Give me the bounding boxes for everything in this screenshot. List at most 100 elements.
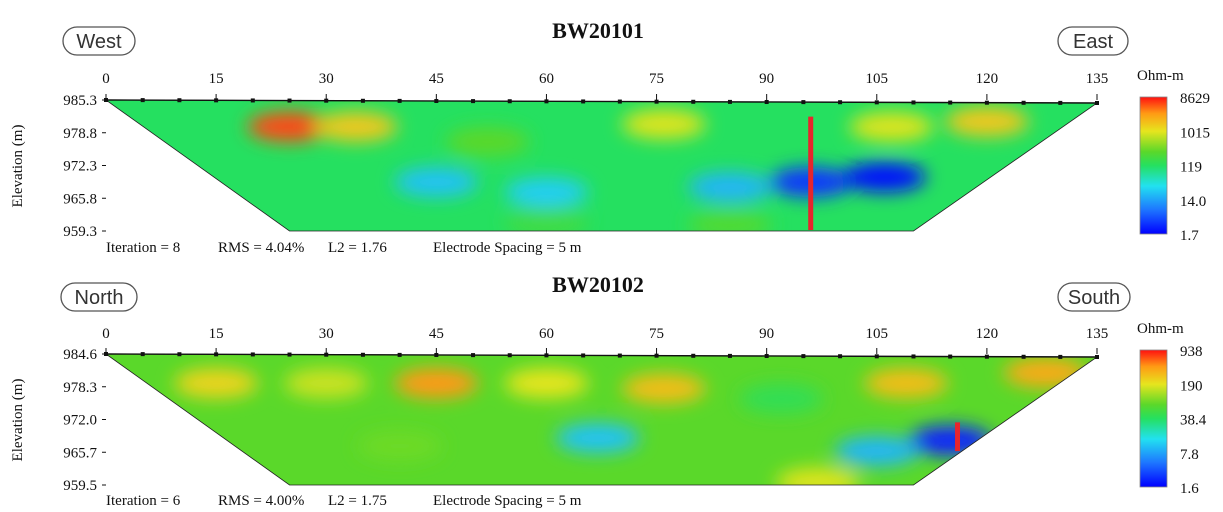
stat-iteration: Iteration = 8: [106, 240, 180, 256]
y-tick-label: 972.3: [63, 159, 97, 175]
electrode: [838, 354, 843, 359]
colorbar-label: 38.4: [1180, 413, 1207, 429]
x-tick-label: 75: [649, 71, 664, 87]
electrode: [360, 98, 365, 103]
electrode: [1058, 354, 1063, 359]
electrode: [948, 354, 953, 359]
resistivity-anomaly: [394, 167, 479, 198]
x-tick-label: 45: [429, 326, 444, 342]
stat-l2: L2 = 1.75: [328, 493, 387, 509]
electrode: [764, 100, 769, 104]
electrode: [911, 354, 916, 359]
electrode: [250, 98, 255, 103]
y-tick-label: 978.3: [63, 380, 97, 396]
electrode: [801, 100, 806, 105]
electrode: [911, 100, 916, 105]
electrode: [214, 352, 219, 357]
electrode: [838, 100, 843, 105]
x-tick-label: 0: [102, 326, 110, 342]
electrode: [507, 353, 512, 358]
electrode: [654, 353, 659, 358]
electrode: [104, 352, 108, 356]
x-tick-label: 45: [429, 71, 444, 87]
resistivity-anomaly: [313, 111, 398, 142]
resistivity-anomaly: [445, 126, 530, 157]
stat-rms: RMS = 4.00%: [218, 493, 304, 509]
electrode: [177, 352, 182, 357]
resistivity-anomaly: [834, 436, 919, 467]
colorbar-label: 119: [1180, 160, 1202, 176]
stat-spacing: Electrode Spacing = 5 m: [433, 240, 582, 256]
x-tick-label: 90: [759, 71, 774, 87]
x-tick-label: 75: [649, 326, 664, 342]
electrode: [214, 98, 219, 103]
y-tick-label: 972.0: [63, 413, 97, 429]
colorbar-unit: Ohm-m: [1137, 321, 1184, 337]
x-tick-label: 120: [976, 326, 999, 342]
electrode: [1021, 100, 1026, 105]
electrode: [507, 99, 512, 104]
direction-left-label: West: [76, 31, 122, 53]
chart-title: BW20101: [552, 18, 644, 43]
stat-spacing: Electrode Spacing = 5 m: [433, 493, 582, 509]
direction-right-pill: East: [1057, 26, 1129, 56]
electrode: [287, 352, 292, 357]
electrode: [177, 98, 182, 103]
colorbar-unit: Ohm-m: [1137, 68, 1184, 84]
electrode: [727, 99, 732, 104]
electrode: [140, 98, 145, 103]
colorbar-label: 1.7: [1180, 228, 1199, 244]
resistivity-anomaly: [687, 209, 772, 231]
resistivity-anomaly: [504, 177, 589, 208]
electrode: [764, 354, 769, 358]
x-tick-label: 105: [866, 71, 889, 87]
direction-left-pill: West: [62, 26, 136, 56]
colorbar-gradient: [1139, 349, 1168, 488]
resistivity-anomaly: [284, 368, 369, 399]
resistivity-anomaly: [394, 368, 479, 399]
resistivity-anomaly: [504, 207, 589, 231]
resistivity-anomaly: [687, 172, 772, 203]
colorbar-label: 14.0: [1180, 194, 1206, 210]
direction-left-pill: North: [60, 282, 138, 312]
x-tick-label: 135: [1086, 71, 1109, 87]
x-tick-label: 105: [866, 326, 889, 342]
x-tick-label: 135: [1086, 326, 1109, 342]
y-tick-label: 959.3: [63, 224, 97, 240]
resistivity-anomaly: [621, 373, 706, 404]
ground-surface: [105, 353, 1098, 358]
resistivity-section: [106, 100, 1097, 231]
electrode: [1058, 100, 1063, 105]
electrode: [434, 99, 439, 103]
electrode: [360, 352, 365, 357]
x-tick-label: 120: [976, 71, 999, 87]
x-tick-label: 0: [102, 71, 110, 87]
y-tick-labels: 985.3 978.8 972.3 965.8 959.3: [63, 93, 97, 240]
electrode: [874, 100, 879, 105]
x-tick-label: 60: [539, 71, 554, 87]
x-tick-label: 30: [319, 326, 334, 342]
colorbar: Ohm-m 938 190 38.4 7.8 1.6: [1137, 321, 1207, 497]
stat-l2: L2 = 1.76: [328, 240, 387, 256]
electrode: [581, 99, 586, 104]
electrode: [801, 354, 806, 359]
resistivity-anomaly: [944, 106, 1029, 137]
y-axis-label: Elevation (m): [10, 125, 26, 208]
electrode: [397, 98, 402, 103]
resistivity-anomaly: [621, 109, 706, 140]
y-tick-label: 965.7: [63, 445, 97, 461]
electrode: [984, 100, 989, 105]
electrode: [324, 352, 329, 357]
electrode: [1095, 355, 1099, 359]
resistivity-anomaly: [174, 368, 259, 399]
electrode: [140, 352, 145, 357]
panel-bw20101: West East BW20101 Elevation (m) 0 15 30 …: [10, 18, 1210, 256]
stat-iteration: Iteration = 6: [106, 493, 181, 509]
colorbar-label: 7.8: [1180, 447, 1199, 463]
electrode: [617, 99, 622, 104]
direction-right-pill: South: [1057, 282, 1131, 312]
x-tick-label: 60: [539, 326, 554, 342]
stat-rms: RMS = 4.04%: [218, 240, 304, 256]
direction-right-label: South: [1068, 287, 1120, 309]
